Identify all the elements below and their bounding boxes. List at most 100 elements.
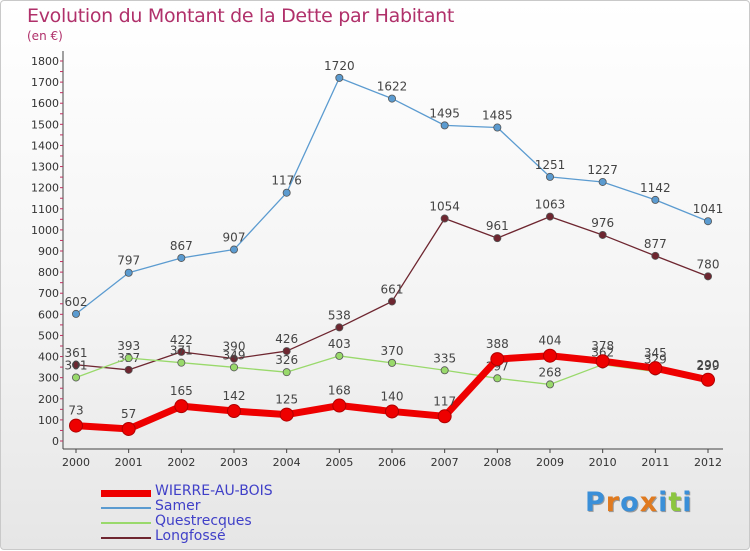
data-label-questrecques: 362 (591, 346, 614, 360)
data-point-questrecques (282, 368, 291, 377)
data-label-questrecques: 299 (697, 359, 720, 373)
data-point-longfosse (282, 347, 291, 356)
y-tick-label: 1600 (31, 97, 59, 110)
data-label-longfosse: 361 (65, 346, 88, 360)
y-tick-label: 1000 (31, 224, 59, 237)
data-label-questrecques: 403 (328, 337, 351, 351)
data-point-longfosse (335, 323, 344, 332)
y-tick-label: 1300 (31, 161, 59, 174)
data-label-samer: 1142 (640, 181, 671, 195)
data-point-wierre-au-bois (490, 352, 505, 367)
data-label-questrecques: 301 (65, 358, 88, 372)
data-point-longfosse (546, 212, 555, 221)
data-label-wierre-au-bois: 142 (223, 389, 246, 403)
legend-label: WIERRE-AU-BOIS (155, 483, 273, 499)
x-tick-label: 2005 (325, 456, 353, 469)
y-tick-label: 600 (38, 308, 59, 321)
x-tick-label: 2004 (273, 456, 301, 469)
data-label-wierre-au-bois: 168 (328, 384, 351, 398)
data-label-longfosse: 422 (170, 333, 193, 347)
data-label-questrecques: 335 (433, 351, 456, 365)
x-tick-label: 2006 (378, 456, 406, 469)
x-tick-label: 2007 (431, 456, 459, 469)
data-label-questrecques: 370 (381, 344, 404, 358)
chart-unit-label: (en €) (27, 29, 63, 43)
data-point-questrecques (440, 366, 449, 375)
data-label-wierre-au-bois: 73 (68, 404, 83, 418)
data-point-longfosse (124, 365, 133, 374)
data-point-samer (493, 123, 502, 132)
data-label-questrecques: 349 (223, 348, 246, 362)
y-tick-label: 1200 (31, 182, 59, 195)
legend-item: Samer (101, 498, 321, 515)
data-point-wierre-au-bois (701, 372, 715, 387)
data-label-wierre-au-bois: 290 (697, 358, 720, 372)
legend-swatch (101, 522, 151, 524)
data-point-questrecques (546, 380, 555, 389)
data-label-longfosse: 877 (644, 237, 667, 251)
x-tick-label: 2002 (167, 456, 195, 469)
data-label-questrecques: 329 (644, 353, 667, 367)
data-point-wierre-au-bois (543, 348, 557, 363)
data-label-longfosse: 661 (381, 282, 404, 296)
data-point-samer (387, 94, 396, 103)
data-point-wierre-au-bois (69, 418, 83, 433)
data-point-samer (598, 177, 607, 186)
y-tick-label: 700 (38, 287, 59, 300)
data-label-samer: 1041 (693, 202, 724, 216)
data-label-longfosse: 538 (328, 308, 351, 322)
data-point-longfosse (387, 297, 396, 306)
y-tick-label: 300 (38, 372, 59, 385)
x-tick-label: 2012 (694, 456, 722, 469)
data-point-questrecques (72, 373, 81, 382)
y-tick-label: 800 (38, 266, 59, 279)
data-point-samer (651, 195, 660, 204)
y-tick-label: 1700 (31, 76, 59, 89)
data-label-samer: 1227 (587, 163, 618, 177)
y-tick-label: 500 (38, 329, 59, 342)
y-tick-label: 1100 (31, 203, 59, 216)
data-label-wierre-au-bois: 345 (644, 346, 667, 360)
data-point-longfosse (440, 214, 449, 223)
data-point-longfosse (651, 251, 660, 260)
data-label-wierre-au-bois: 140 (381, 389, 404, 403)
data-label-wierre-au-bois: 165 (170, 384, 193, 398)
data-label-samer: 867 (170, 239, 193, 253)
data-point-samer (282, 188, 291, 197)
brand-letter: t (668, 487, 683, 518)
data-label-samer: 1485 (482, 109, 513, 123)
y-tick-label: 1400 (31, 139, 59, 152)
x-tick-label: 2001 (115, 456, 143, 469)
y-tick-label: 1800 (31, 55, 59, 68)
x-tick-label: 2009 (536, 456, 564, 469)
data-point-wierre-au-bois (174, 399, 189, 414)
x-tick-label: 2010 (589, 456, 617, 469)
data-point-wierre-au-bois (648, 361, 663, 376)
data-point-samer (440, 121, 449, 130)
data-label-longfosse: 390 (223, 340, 246, 354)
legend-swatch (101, 507, 151, 509)
legend-item: WIERRE-AU-BOIS (101, 483, 321, 500)
brand-letter: r (605, 487, 621, 518)
data-label-wierre-au-bois: 117 (433, 394, 456, 408)
data-point-samer (124, 268, 133, 277)
data-label-questrecques: 371 (170, 344, 193, 358)
data-point-wierre-au-bois (279, 407, 294, 422)
proxiti-logo: Proxiti (585, 487, 693, 518)
data-label-longfosse: 961 (486, 219, 509, 233)
data-point-longfosse (229, 354, 238, 363)
data-point-wierre-au-bois (437, 409, 452, 424)
data-label-questrecques: 326 (275, 353, 298, 367)
data-point-samer (335, 73, 344, 82)
legend-item: Questrecques (101, 513, 321, 530)
data-point-wierre-au-bois (332, 398, 347, 413)
brand-letter: o (620, 487, 640, 518)
legend-label: Samer (155, 498, 201, 514)
legend-label: Questrecques (155, 513, 252, 529)
y-tick-label: 100 (38, 414, 59, 427)
data-point-samer (177, 253, 186, 262)
data-label-wierre-au-bois: 125 (275, 393, 298, 407)
data-point-wierre-au-bois (385, 404, 399, 419)
data-label-longfosse: 976 (591, 216, 614, 230)
